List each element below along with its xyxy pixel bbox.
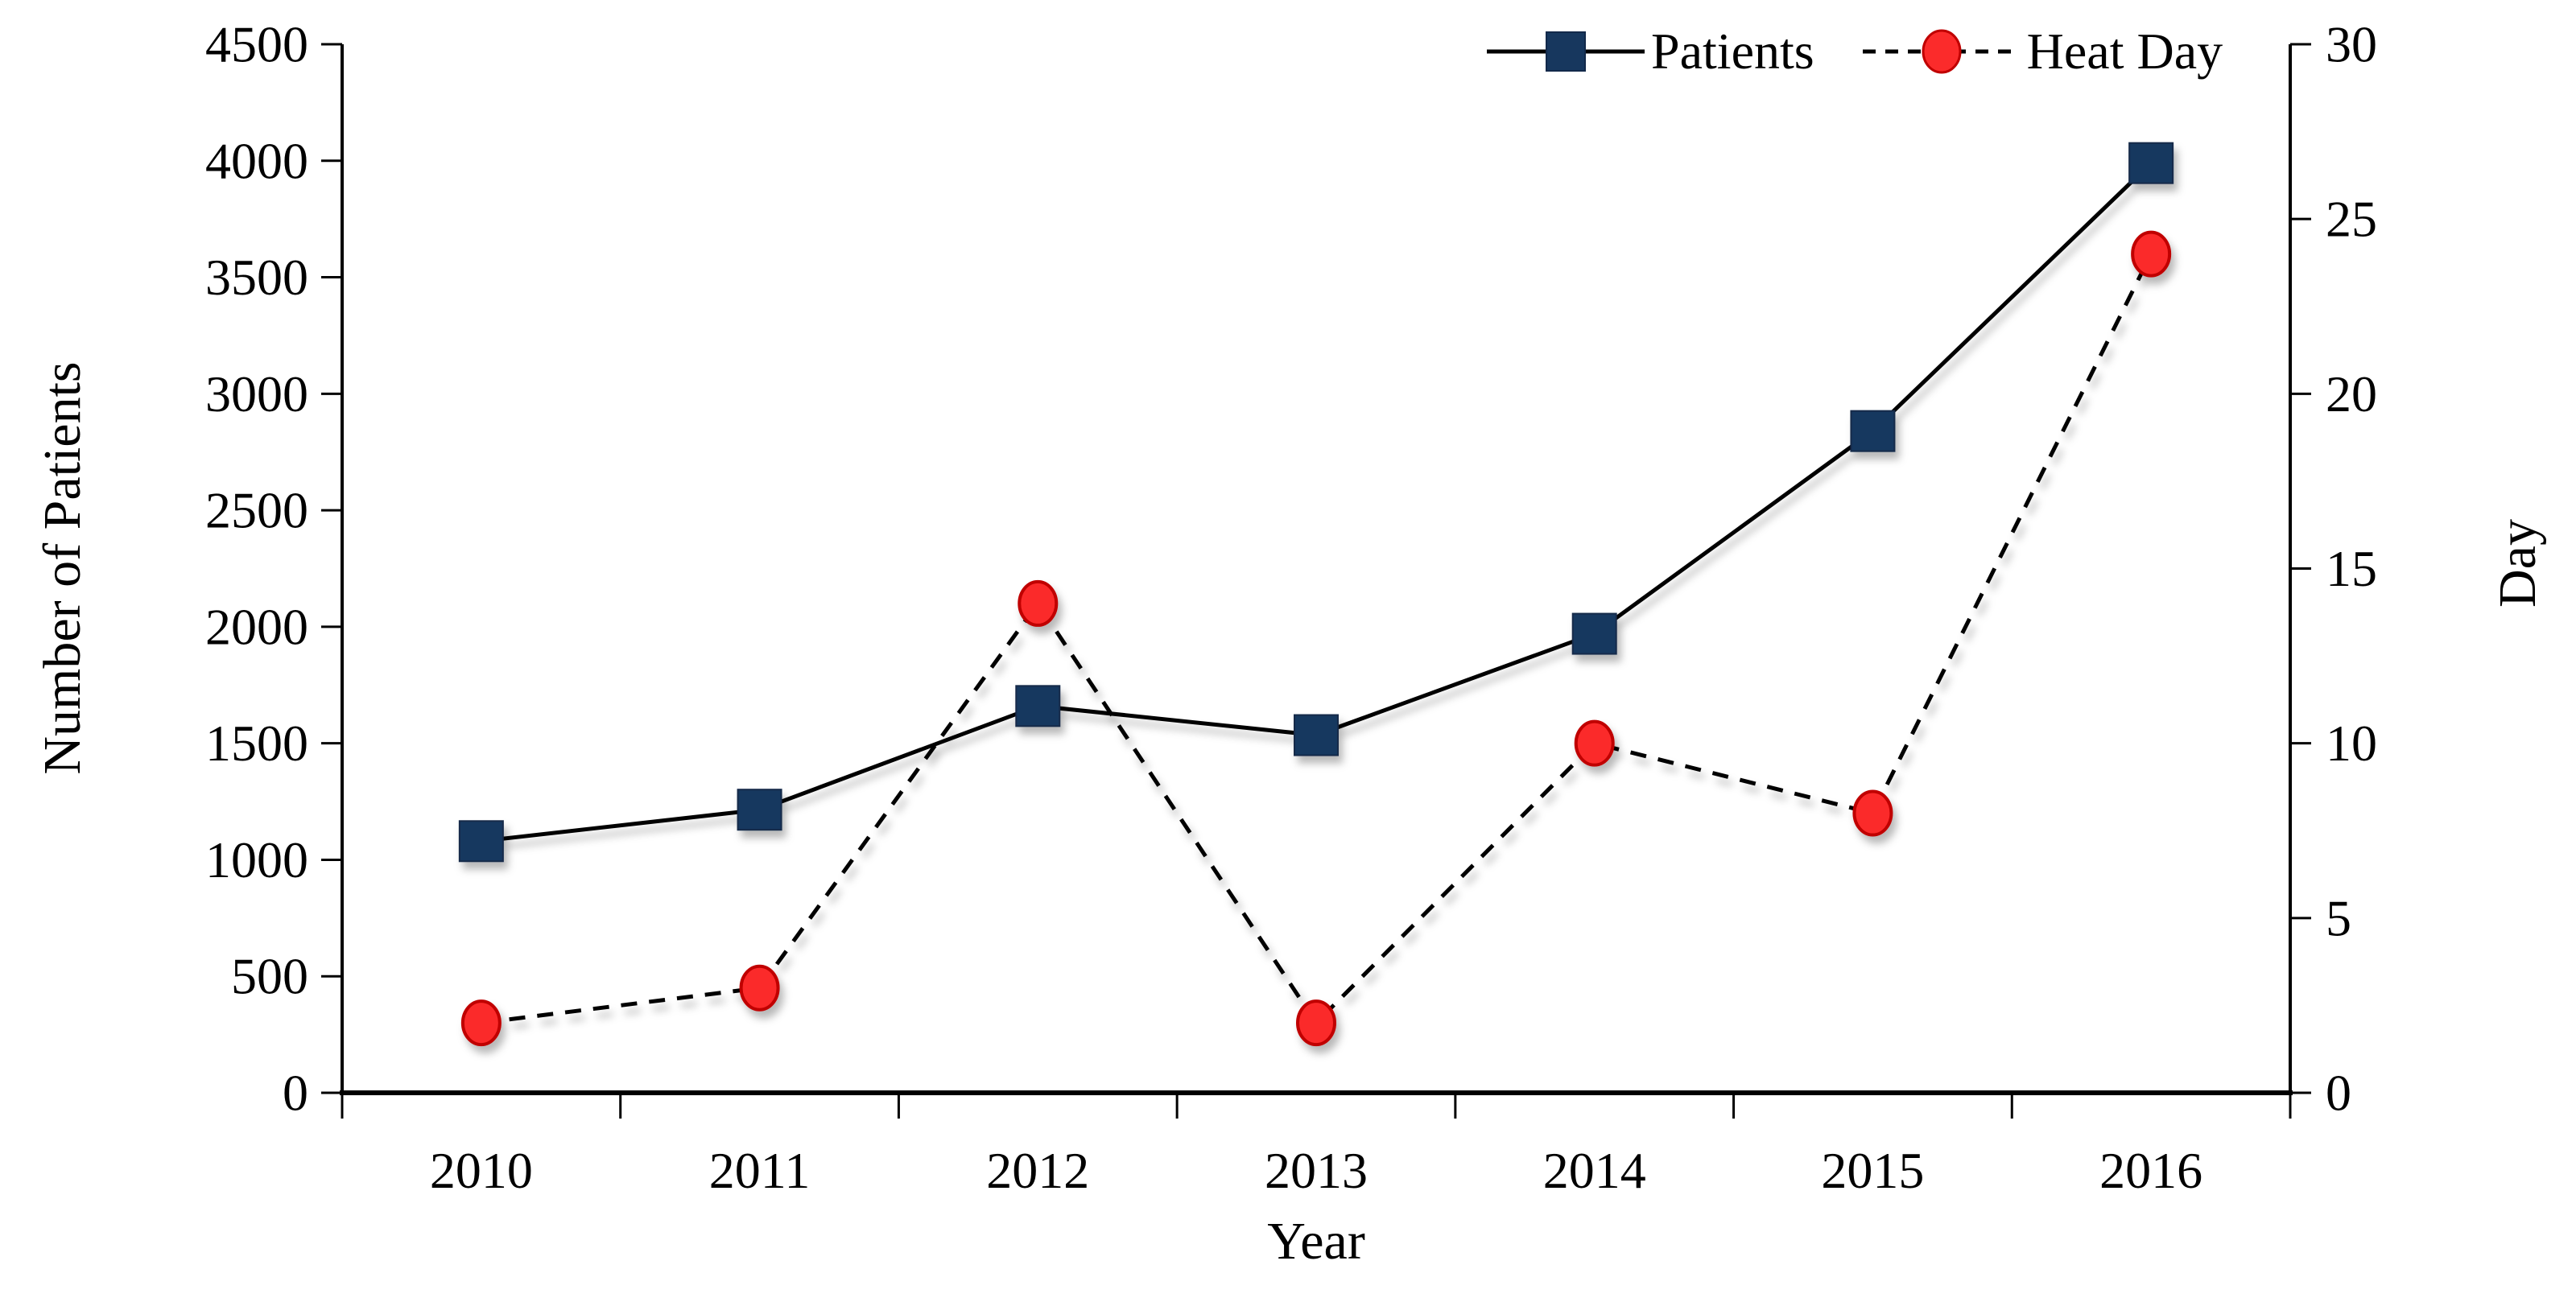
- svg-text:4000: 4000: [205, 132, 308, 189]
- svg-text:0: 0: [283, 1065, 308, 1122]
- data-point-square: [1850, 410, 1896, 452]
- svg-text:2016: 2016: [2099, 1142, 2202, 1199]
- svg-text:2000: 2000: [205, 598, 308, 655]
- svg-text:10: 10: [2326, 715, 2377, 772]
- x-axis-ticks: 2010 2011 2012 2013 2014 2015 2016: [341, 1093, 2292, 1199]
- data-point-circle: [1296, 999, 1336, 1047]
- data-point-circle: [2131, 230, 2172, 278]
- data-point-circle: [1852, 789, 1893, 837]
- y-axis-title-right: Day: [2488, 519, 2547, 608]
- data-point-square: [737, 789, 782, 831]
- svg-text:15: 15: [2326, 540, 2377, 597]
- data-point-circle: [460, 999, 502, 1047]
- svg-text:3500: 3500: [205, 249, 308, 306]
- svg-text:2500: 2500: [205, 482, 308, 539]
- series-heat-day: [460, 230, 2172, 1047]
- svg-text:2015: 2015: [1821, 1142, 1924, 1199]
- svg-text:30: 30: [2326, 16, 2377, 73]
- data-point-circle: [1574, 719, 1615, 767]
- svg-text:0: 0: [2326, 1065, 2351, 1122]
- svg-text:500: 500: [231, 948, 308, 1005]
- y-axis-left-ticks: 0 500 1000 1500 2000 2500 3000 3500 4000 4500: [205, 16, 342, 1122]
- data-point-square: [1571, 612, 1617, 655]
- svg-text:4500: 4500: [205, 16, 308, 73]
- svg-text:3000: 3000: [205, 365, 308, 422]
- svg-text:1500: 1500: [205, 715, 308, 772]
- y-axis-right-ticks: 0 5 10 15 20 25 30: [2290, 16, 2377, 1122]
- x-axis-title: Year: [1267, 1212, 1365, 1271]
- svg-text:1000: 1000: [205, 831, 308, 888]
- svg-text:2014: 2014: [1543, 1142, 1646, 1199]
- y-axis-title-left: Number of Patients: [33, 361, 92, 775]
- data-point-square: [1294, 714, 1339, 756]
- heat-day-dashed-circle-marker-icon: [1862, 29, 2021, 74]
- svg-text:2011: 2011: [709, 1142, 811, 1199]
- data-point-circle: [1018, 579, 1059, 627]
- data-point-square: [1015, 685, 1061, 727]
- series-patients: [458, 142, 2174, 863]
- svg-text:2013: 2013: [1265, 1142, 1368, 1199]
- svg-text:25: 25: [2326, 191, 2377, 248]
- legend: Patients Heat Day: [1485, 11, 2223, 92]
- legend-label-patients: Patients: [1651, 23, 1814, 80]
- legend-item-heat-day: Heat Day: [1861, 13, 2223, 90]
- svg-text:2012: 2012: [986, 1142, 1089, 1199]
- svg-text:20: 20: [2326, 365, 2377, 422]
- legend-item-patients: Patients: [1485, 13, 1814, 90]
- svg-text:2010: 2010: [430, 1142, 533, 1199]
- legend-label-heat-day: Heat Day: [2026, 23, 2223, 80]
- patients-line-square-marker-icon: [1487, 31, 1645, 72]
- svg-text:5: 5: [2326, 889, 2351, 946]
- data-point-circle: [739, 964, 780, 1012]
- data-point-square: [458, 820, 504, 863]
- data-point-square: [2128, 142, 2174, 184]
